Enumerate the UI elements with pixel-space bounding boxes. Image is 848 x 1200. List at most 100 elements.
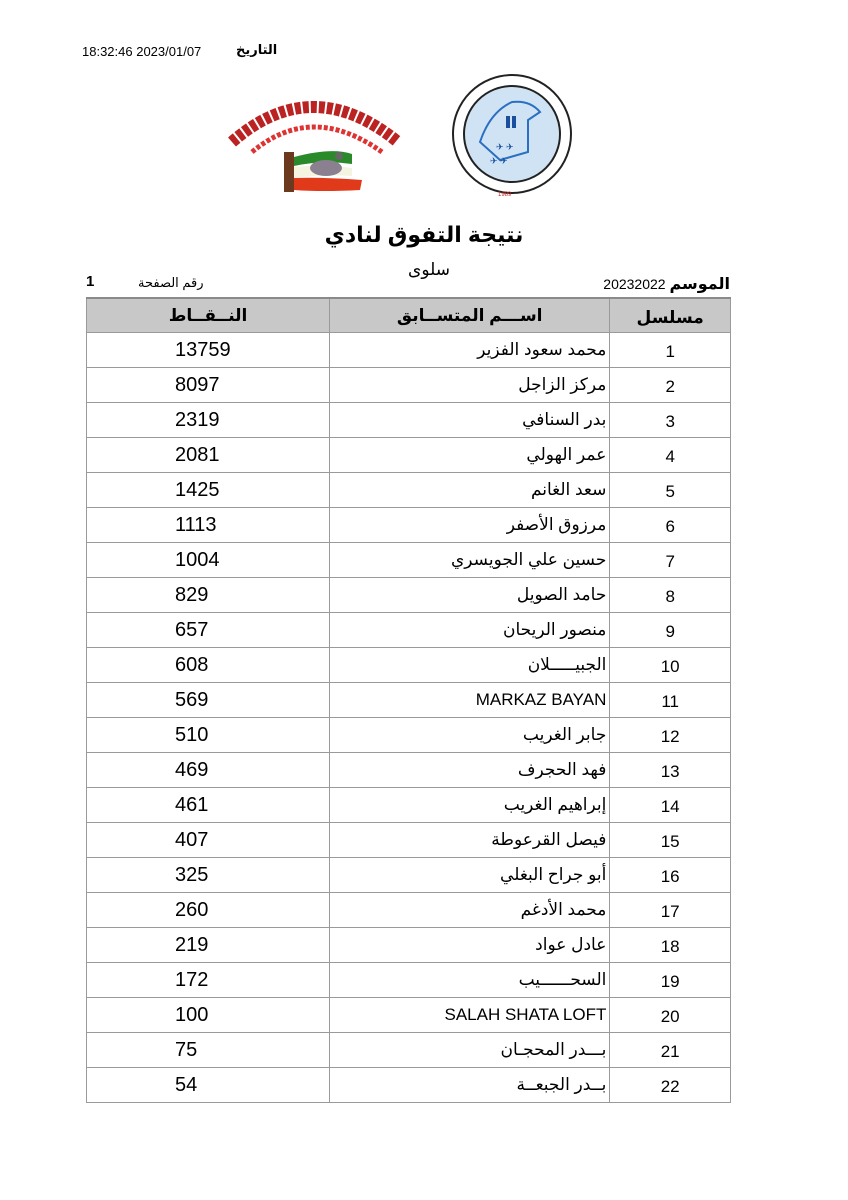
cell-name: الجبيـــــلان — [329, 647, 611, 683]
cell-points: 2319 — [85, 402, 331, 438]
cell-serial: 2 — [609, 367, 731, 403]
table-row: 6 مرزوق الأصفر 1113 — [85, 507, 731, 543]
table-row: 18 عادل عواد 219 — [85, 927, 731, 963]
results-table: مسلسل اســـم المتســابق النــقــاط 1 محمد… — [85, 297, 731, 1103]
cell-serial: 17 — [609, 892, 731, 928]
table-row: 20 SALAH SHATA LOFT 100 — [85, 997, 731, 1033]
cell-points: 1004 — [85, 542, 331, 578]
page-number: 1 — [86, 273, 95, 290]
svg-text:✈ ✈: ✈ ✈ — [496, 142, 514, 152]
table-header-row: مسلسل اســـم المتســابق النــقــاط — [85, 297, 731, 333]
cell-name: مركز الزاجل — [329, 367, 611, 403]
table-row: 14 إبراهيم الغريب 461 — [85, 787, 731, 823]
cell-serial: 15 — [609, 822, 731, 858]
cell-name: بدر السنافي — [329, 402, 611, 438]
cell-serial: 5 — [609, 472, 731, 508]
cell-name: مرزوق الأصفر — [329, 507, 611, 543]
date-label: التاريخ — [236, 42, 278, 57]
cell-name: حسين علي الجويسري — [329, 542, 611, 578]
cell-points: 1113 — [85, 507, 331, 543]
table-row: 22 بــدر الجبعــة 54 — [85, 1067, 731, 1103]
club-name: سلوى — [408, 260, 450, 279]
cell-serial: 12 — [609, 717, 731, 753]
report-title: نتيجة التفوق لنادي — [324, 222, 524, 247]
header-name: اســـم المتســابق — [329, 297, 611, 333]
cell-name: فهد الحجرف — [329, 752, 611, 788]
report-datetime: 18:32:46 2023/01/07 — [82, 44, 202, 59]
cell-serial: 19 — [609, 962, 731, 998]
federation-logo: ✈ ✈ ✈ ✈ 1989 — [452, 74, 572, 198]
cell-serial: 13 — [609, 752, 731, 788]
table-row: 15 فيصل القرعوطة 407 — [85, 822, 731, 858]
page-number-label: رقم الصفحة — [138, 275, 204, 290]
table-row: 3 بدر السنافي 2319 — [85, 402, 731, 438]
cell-points: 407 — [85, 822, 331, 858]
cell-points: 829 — [85, 577, 331, 613]
cell-name: بــدر الجبعــة — [329, 1067, 611, 1103]
svg-text:✈ ✈: ✈ ✈ — [490, 156, 508, 166]
cell-points: 100 — [85, 997, 331, 1033]
season: الموسم 20232022 — [603, 274, 730, 294]
cell-points: 13759 — [85, 332, 331, 368]
cell-serial: 4 — [609, 437, 731, 473]
club-logo — [228, 101, 402, 192]
cell-points: 1425 — [85, 472, 331, 508]
cell-serial: 1 — [609, 332, 731, 368]
table-row: 13 فهد الحجرف 469 — [85, 752, 731, 788]
cell-points: 608 — [85, 647, 331, 683]
cell-points: 510 — [85, 717, 331, 753]
cell-name: حامد الصويل — [329, 577, 611, 613]
cell-name: محمد الأدغم — [329, 892, 611, 928]
table-row: 1 محمد سعود الفزير 13759 — [85, 332, 731, 368]
table-row: 16 أبو جراح البغلي 325 — [85, 857, 731, 893]
table-row: 12 جابر الغريب 510 — [85, 717, 731, 753]
header-serial: مسلسل — [609, 297, 731, 333]
season-value: 20232022 — [603, 276, 666, 292]
cell-name: عادل عواد — [329, 927, 611, 963]
cell-points: 461 — [85, 787, 331, 823]
cell-name: منصور الريحان — [329, 612, 611, 648]
cell-points: 469 — [85, 752, 331, 788]
cell-points: 2081 — [85, 437, 331, 473]
table-row: 19 السحــــــيب 172 — [85, 962, 731, 998]
table-row: 7 حسين علي الجويسري 1004 — [85, 542, 731, 578]
table-row: 10 الجبيـــــلان 608 — [85, 647, 731, 683]
cell-serial: 7 — [609, 542, 731, 578]
cell-points: 54 — [85, 1067, 331, 1103]
table-row: 11 MARKAZ BAYAN 569 — [85, 682, 731, 718]
cell-name: MARKAZ BAYAN — [329, 682, 611, 718]
cell-serial: 10 — [609, 647, 731, 683]
table-row: 17 محمد الأدغم 260 — [85, 892, 731, 928]
season-label: الموسم — [669, 276, 730, 293]
table-row: 2 مركز الزاجل 8097 — [85, 367, 731, 403]
svg-text:1989: 1989 — [498, 192, 512, 198]
cell-serial: 6 — [609, 507, 731, 543]
cell-serial: 22 — [609, 1067, 731, 1103]
cell-name: SALAH SHATA LOFT — [329, 997, 611, 1033]
cell-points: 569 — [85, 682, 331, 718]
cell-serial: 11 — [609, 682, 731, 718]
table-row: 5 سعد الغانم 1425 — [85, 472, 731, 508]
cell-serial: 16 — [609, 857, 731, 893]
cell-name: أبو جراح البغلي — [329, 857, 611, 893]
header-points: النــقــاط — [85, 297, 331, 333]
table-row: 8 حامد الصويل 829 — [85, 577, 731, 613]
cell-name: السحــــــيب — [329, 962, 611, 998]
cell-serial: 20 — [609, 997, 731, 1033]
cell-name: محمد سعود الفزير — [329, 332, 611, 368]
cell-points: 219 — [85, 927, 331, 963]
cell-serial: 8 — [609, 577, 731, 613]
cell-name: إبراهيم الغريب — [329, 787, 611, 823]
cell-name: عمر الهولي — [329, 437, 611, 473]
cell-serial: 18 — [609, 927, 731, 963]
cell-serial: 21 — [609, 1032, 731, 1068]
table-row: 9 منصور الريحان 657 — [85, 612, 731, 648]
cell-name: فيصل القرعوطة — [329, 822, 611, 858]
cell-points: 260 — [85, 892, 331, 928]
cell-points: 657 — [85, 612, 331, 648]
table-row: 21 بـــدر المحجـان 75 — [85, 1032, 731, 1068]
cell-name: سعد الغانم — [329, 472, 611, 508]
cell-serial: 14 — [609, 787, 731, 823]
cell-name: جابر الغريب — [329, 717, 611, 753]
cell-serial: 3 — [609, 402, 731, 438]
